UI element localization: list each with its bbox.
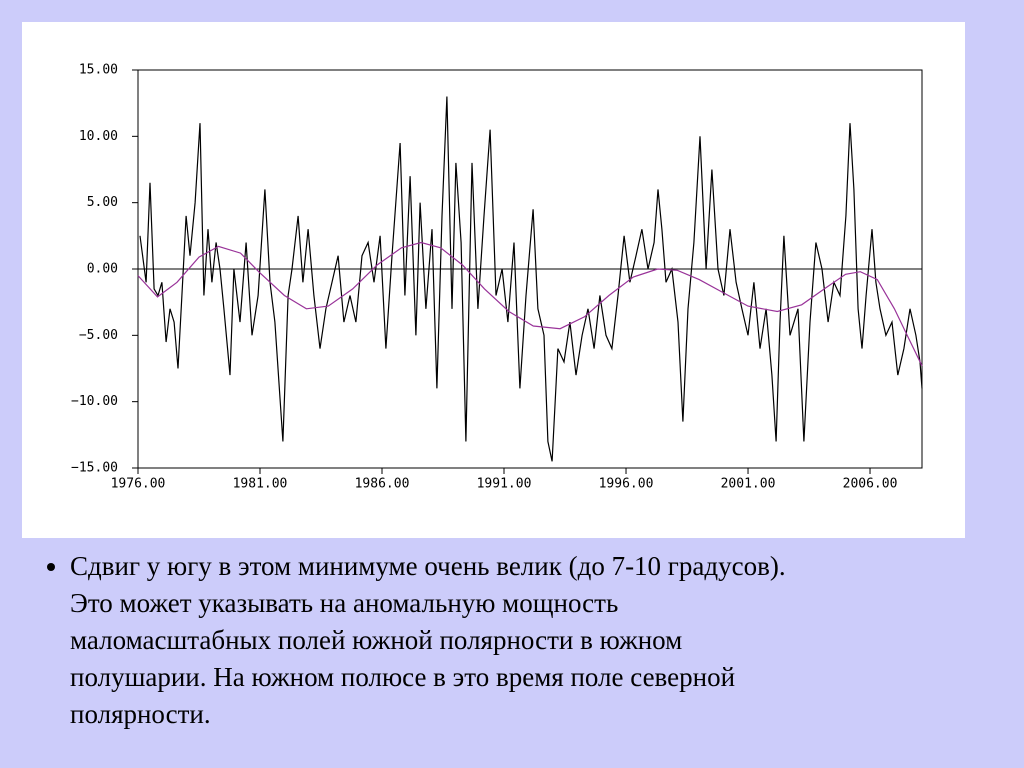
bullet-line: Это может указывать на аномальную мощнос… [70,588,619,618]
y-tick-label: 0.00 [87,262,118,277]
y-tick-label: −5.00 [79,328,118,343]
x-tick-label: 2001.00 [721,477,776,492]
y-tick-label: −10.00 [71,394,118,409]
x-tick-label: 1996.00 [599,477,654,492]
y-tick-label: 15.00 [79,63,118,78]
x-tick-label: 1981.00 [233,477,288,492]
bullet: Сдвиг у югу в этом минимуме очень велик … [70,548,1024,733]
bullet-line: полярности. [70,699,211,729]
chart-panel: 15.00 10.00 5.00 0.00 −5.00 −10.00 −15.00 1976.… [22,22,965,538]
x-tick-label: 2006.00 [843,477,898,492]
bullet-list: Сдвиг у югу в этом минимуме очень велик … [30,548,1024,733]
x-tick-label: 1991.00 [477,477,532,492]
series-line [139,96,923,462]
y-tick-label: 10.00 [79,129,118,144]
series-line [137,241,923,367]
bullet-line: Сдвиг у югу в этом минимуме очень велик … [70,551,786,581]
y-tick-label: 5.00 [87,195,118,210]
x-tick-label: 1976.00 [111,477,166,492]
x-tick-label: 1986.00 [355,477,410,492]
chart: 15.00 10.00 5.00 0.00 −5.00 −10.00 −15.001976.… [71,63,923,492]
bullet-line: полушарии. На южном полюсе в это время п… [70,662,736,692]
y-tick-label: −15.00 [71,461,118,476]
bullet-line: маломасштабных полей южной полярности в … [70,625,683,655]
